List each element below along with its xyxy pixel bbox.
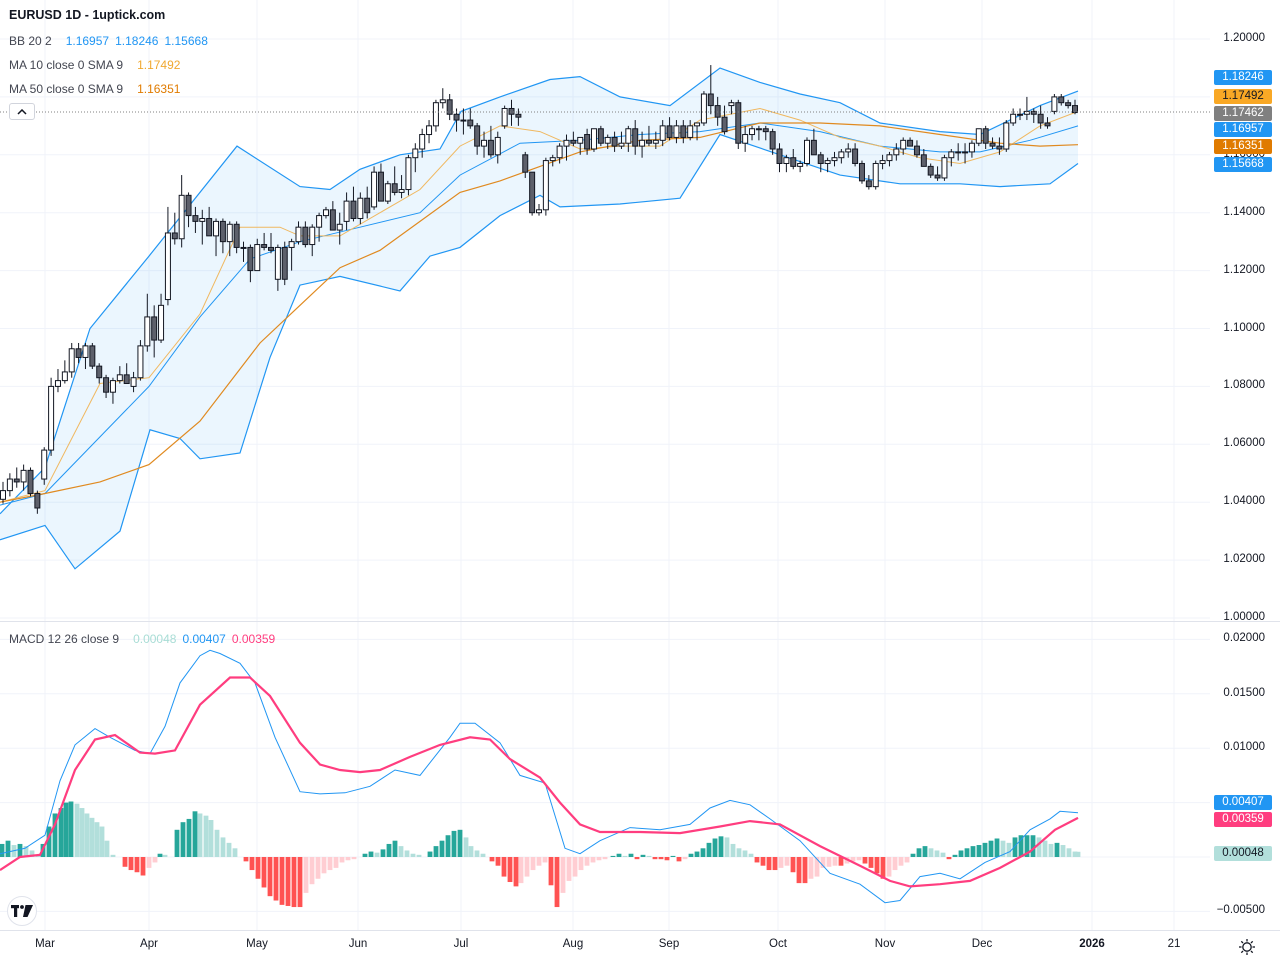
time-tick-label: Jul xyxy=(453,938,469,950)
time-tick-label: Jun xyxy=(348,938,368,950)
price-tick-label: 1.04000 xyxy=(1223,495,1265,508)
time-tick-label: Sep xyxy=(658,938,680,950)
macd-value: 0.00407 xyxy=(182,632,226,646)
bollinger-band-fill xyxy=(0,68,1078,569)
price-tick-label: 1.12000 xyxy=(1223,263,1265,276)
macd-histogram xyxy=(0,801,1081,908)
legend-bb[interactable]: BB 20 2 1.16957 1.18246 1.15668 xyxy=(9,34,208,48)
price-tick-label: 1.00000 xyxy=(1223,611,1265,623)
price-tag: 1.18246 xyxy=(1214,70,1272,85)
macd-hist-value: 0.00048 xyxy=(133,632,177,646)
price-tick-label: 1.02000 xyxy=(1223,553,1265,566)
legend-macd[interactable]: MACD 12 26 close 9 0.00048 0.00407 0.00359 xyxy=(9,632,275,646)
ma10-label: MA 10 close 0 SMA 9 xyxy=(9,58,124,72)
candlesticks xyxy=(0,65,1078,514)
bb-upper-value: 1.18246 xyxy=(115,34,159,48)
price-tick-label: 1.08000 xyxy=(1223,379,1265,392)
price-tag: 1.17492 xyxy=(1214,89,1272,104)
macd-lines xyxy=(0,649,1079,904)
tradingview-logo-icon xyxy=(11,905,33,917)
time-tick-label: Oct xyxy=(769,938,787,950)
bb-basis-value: 1.16957 xyxy=(65,34,110,48)
macd-tag: 0.00048 xyxy=(1214,846,1272,861)
price-tag: 1.16351 xyxy=(1214,139,1272,154)
price-tick-label: 1.06000 xyxy=(1223,437,1265,450)
chart-title: EURUSD 1D - 1uptick.com xyxy=(9,8,166,22)
macd-tag: 0.00407 xyxy=(1214,795,1272,810)
time-tick-label: Dec xyxy=(971,938,993,950)
time-tick-label: Nov xyxy=(874,938,896,950)
time-tick-label: Apr xyxy=(140,938,158,950)
ma10-value: 1.17492 xyxy=(137,58,181,72)
price-tag: 1.17462 xyxy=(1214,106,1272,121)
time-tick-label: Mar xyxy=(35,938,55,950)
price-tag: 1.15668 xyxy=(1214,157,1272,172)
indicator-lines xyxy=(0,67,1079,570)
time-tick-label: 2026 xyxy=(1079,938,1105,950)
macd-tag: 0.00359 xyxy=(1214,812,1272,827)
ma50-value: 1.16351 xyxy=(137,82,181,96)
macd-tick-label: −0.00500 xyxy=(1216,904,1265,917)
macd-tick-label: 0.02000 xyxy=(1223,632,1265,645)
tradingview-logo[interactable] xyxy=(7,896,37,926)
ma50-label: MA 50 close 0 SMA 9 xyxy=(9,82,124,96)
chevron-up-icon xyxy=(17,108,27,115)
macd-tick-label: 0.01500 xyxy=(1223,686,1265,699)
macd-label: MACD 12 26 close 9 xyxy=(9,632,120,646)
price-tag: 1.16957 xyxy=(1214,122,1272,137)
price-tick-label: 1.20000 xyxy=(1223,32,1265,44)
legend-ma10[interactable]: MA 10 close 0 SMA 9 1.17492 xyxy=(9,58,180,72)
time-tick-label: 21 xyxy=(1167,938,1181,950)
collapse-legend-button[interactable] xyxy=(9,103,35,120)
macd-signal-value: 0.00359 xyxy=(231,632,276,646)
macd-tick-label: 0.01000 xyxy=(1223,741,1265,754)
price-tick-label: 1.14000 xyxy=(1223,205,1265,218)
time-tick-label: Aug xyxy=(562,938,584,950)
legend-ma50[interactable]: MA 50 close 0 SMA 9 1.16351 xyxy=(9,82,180,96)
time-tick-label: May xyxy=(246,938,268,950)
bb-lower-value: 1.15668 xyxy=(164,34,208,48)
gear-icon[interactable] xyxy=(1238,938,1256,956)
bb-label: BB 20 2 xyxy=(9,34,52,48)
price-tick-label: 1.10000 xyxy=(1223,321,1265,334)
